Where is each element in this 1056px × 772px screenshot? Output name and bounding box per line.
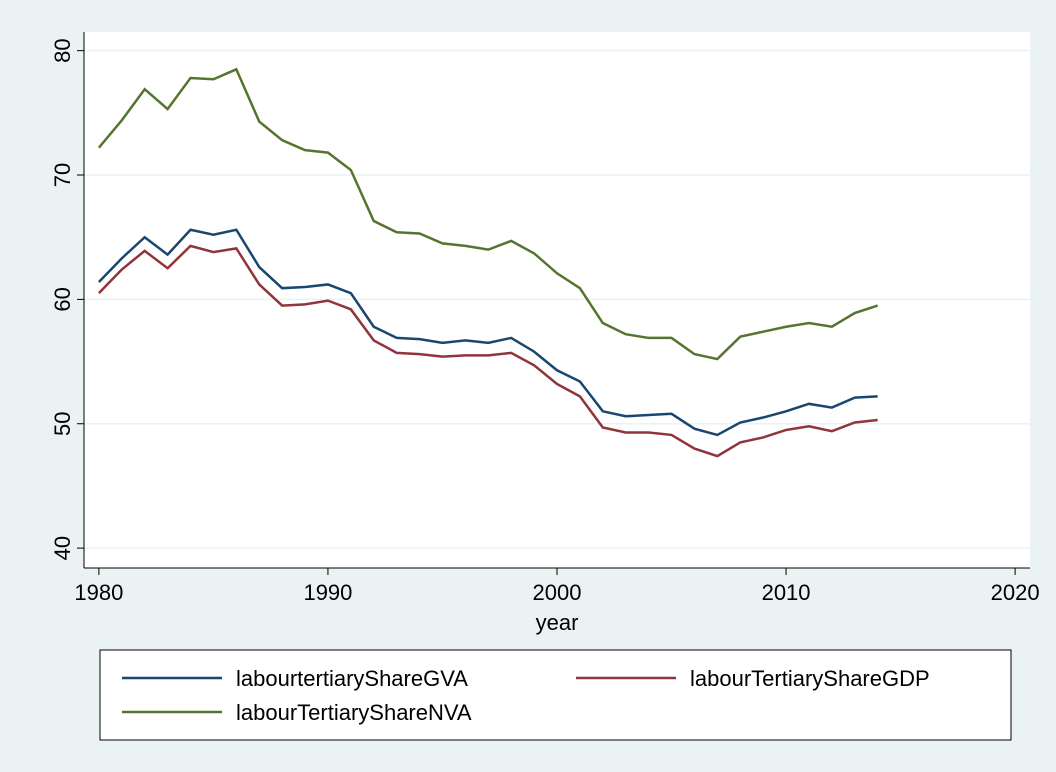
legend-label: labourtertiaryShareGVA [236, 666, 468, 691]
series-line [97, 67, 879, 361]
y-tick-label: 70 [50, 163, 75, 187]
legend-label: labourTertiaryShareGDP [690, 666, 930, 691]
x-tick-label: 2010 [762, 580, 811, 605]
x-tick-label: 2020 [991, 580, 1040, 605]
y-tick-label: 60 [50, 287, 75, 311]
x-axis-label: year [536, 610, 579, 635]
y-tick-label: 80 [50, 38, 75, 62]
series-line [97, 228, 878, 437]
legend-label: labourTertiaryShareNVA [236, 700, 472, 725]
x-tick-label: 1990 [303, 580, 352, 605]
x-tick-label: 2000 [533, 580, 582, 605]
series-line [97, 244, 878, 458]
y-tick-label: 50 [50, 411, 75, 435]
x-tick-label: 1980 [74, 580, 123, 605]
legend [99, 649, 1012, 741]
y-tick-label: 40 [50, 536, 75, 560]
